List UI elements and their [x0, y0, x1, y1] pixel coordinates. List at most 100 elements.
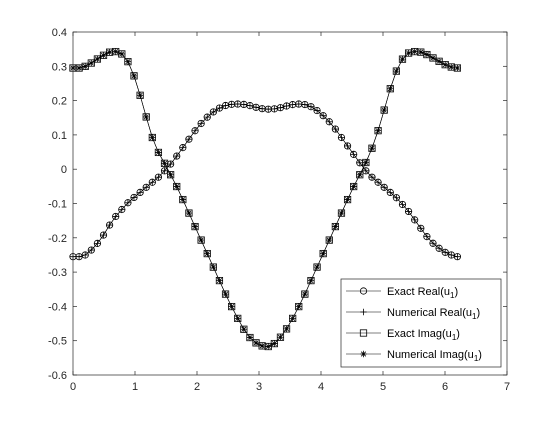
data-point-plus — [271, 105, 278, 113]
data-point-asterisk — [185, 209, 193, 217]
data-point-asterisk — [441, 61, 449, 68]
data-point-plus — [94, 240, 101, 247]
data-point-asterisk — [271, 340, 278, 347]
data-point-plus — [179, 144, 187, 151]
y-tick-label: -0.6 — [48, 370, 67, 382]
legend-item-numerical-imag-u1: Numerical Imag(u1) — [346, 349, 482, 363]
legend-label: Exact Real(u1) — [387, 286, 458, 300]
legend-marker-asterisk — [360, 350, 367, 358]
data-point-plus — [240, 101, 248, 108]
data-point-asterisk — [118, 50, 126, 58]
legend-label: Numerical Imag(u1) — [387, 349, 482, 363]
legend-marker-plus — [360, 308, 367, 316]
data-point-asterisk — [399, 55, 406, 63]
y-tick-label: 0.3 — [52, 61, 67, 73]
data-point-asterisk — [295, 303, 302, 310]
data-point-plus — [338, 134, 345, 141]
data-point-asterisk — [136, 92, 144, 99]
data-point-plus — [283, 102, 290, 110]
data-point-plus — [143, 184, 150, 191]
data-point-plus — [216, 104, 223, 112]
data-point-plus — [399, 201, 406, 208]
data-point-plus — [185, 136, 193, 143]
data-point-plus — [380, 184, 388, 191]
data-point-asterisk — [350, 183, 357, 190]
data-point-plus — [210, 108, 217, 116]
data-point-plus — [356, 159, 363, 167]
y-tick-label: -0.2 — [48, 233, 67, 245]
data-point-asterisk — [179, 196, 187, 203]
data-point-plus — [149, 179, 156, 186]
data-point-plus — [155, 174, 162, 181]
data-point-asterisk — [326, 236, 333, 244]
data-point-asterisk — [100, 52, 107, 59]
data-point-plus — [332, 125, 339, 133]
data-point-asterisk — [338, 209, 345, 217]
legend-item-numerical-real-u1: Numerical Real(u1) — [346, 307, 480, 321]
data-point-plus — [423, 233, 431, 240]
data-point-plus — [100, 231, 107, 239]
data-point-plus — [222, 102, 229, 109]
data-point-plus — [441, 249, 449, 256]
legend-label: Numerical Real(u1) — [387, 307, 480, 321]
x-tick-label: 5 — [380, 381, 386, 393]
legend-label: Exact Imag(u1) — [387, 328, 460, 342]
data-point-plus — [258, 105, 266, 112]
data-point-asterisk — [75, 64, 83, 72]
data-point-asterisk — [161, 160, 168, 167]
data-point-plus — [197, 120, 205, 127]
x-tick-label: 7 — [504, 381, 510, 393]
data-point-asterisk — [210, 263, 217, 271]
data-point-asterisk — [234, 315, 241, 322]
data-point-plus — [368, 174, 376, 181]
data-point-plus — [387, 189, 394, 196]
data-point-plus — [191, 127, 199, 134]
data-point-asterisk — [319, 250, 327, 257]
data-point-asterisk — [94, 55, 101, 63]
data-point-plus — [313, 107, 321, 114]
data-point-asterisk — [405, 49, 412, 57]
data-point-plus — [344, 142, 351, 150]
data-point-asterisk — [258, 342, 266, 350]
data-point-asterisk — [362, 159, 370, 166]
data-point-plus — [161, 167, 168, 175]
data-point-plus — [435, 245, 443, 252]
data-point-plus — [112, 213, 119, 220]
y-tick-label: -0.5 — [48, 336, 67, 348]
data-point-plus — [204, 113, 211, 121]
data-point-asterisk — [265, 343, 272, 350]
data-point-asterisk — [423, 51, 431, 58]
data-point-asterisk — [204, 250, 211, 257]
data-point-asterisk — [155, 149, 162, 156]
y-tick-label: 0.4 — [52, 27, 67, 39]
data-point-asterisk — [191, 223, 199, 230]
data-point-asterisk — [252, 339, 260, 347]
data-point-asterisk — [143, 113, 150, 121]
data-point-plus — [301, 101, 309, 108]
data-point-plus — [350, 151, 357, 158]
data-point-plus — [374, 179, 382, 186]
data-point-asterisk — [313, 263, 321, 271]
data-point-plus — [246, 102, 254, 109]
data-point-asterisk — [307, 277, 315, 284]
data-point-asterisk — [356, 171, 363, 178]
data-point-asterisk — [448, 63, 455, 71]
data-point-asterisk — [289, 315, 296, 322]
legend-box — [340, 278, 502, 368]
data-point-plus — [82, 251, 89, 259]
data-point-plus — [252, 104, 260, 111]
data-point-asterisk — [167, 171, 174, 178]
data-point-plus — [277, 104, 284, 111]
data-point-plus — [234, 100, 241, 108]
y-tick-label: 0 — [61, 164, 67, 176]
data-point-asterisk — [106, 48, 113, 56]
data-point-asterisk — [368, 145, 376, 152]
x-tick-label: 0 — [70, 381, 76, 393]
x-tick-label: 3 — [256, 381, 262, 393]
axis-layer: 0 1 2 3 4 5 6 7 -0.6 -0.5 -0.4 -0.3 -0.2 -0.1 0 0.1 0.2 0… — [48, 27, 510, 393]
data-point-asterisk — [454, 64, 461, 72]
data-point-plus — [326, 118, 333, 125]
data-point-asterisk — [88, 59, 95, 67]
data-point-plus — [319, 112, 327, 119]
